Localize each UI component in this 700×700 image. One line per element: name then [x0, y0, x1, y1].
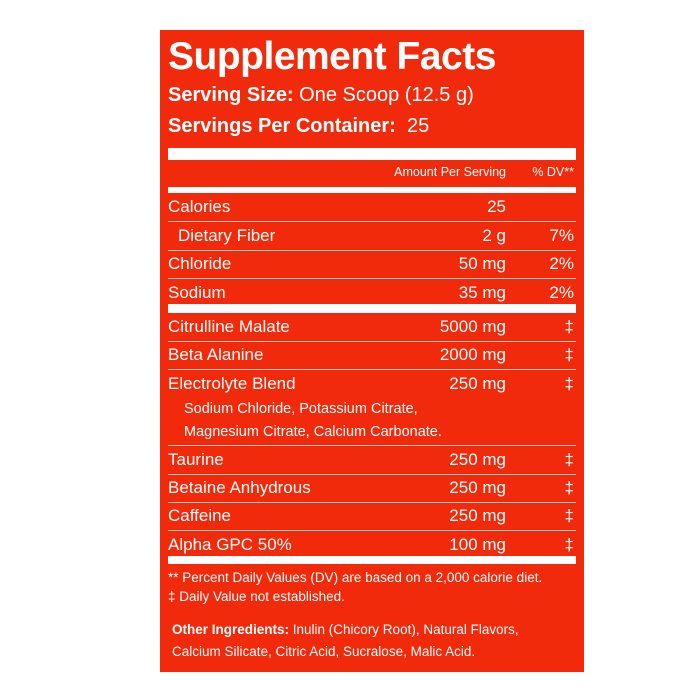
other-ingredients-line2: Calcium Silicate, Citric Acid, Sucralose… [172, 644, 476, 659]
nutrient-dv: ‡ [564, 317, 574, 336]
blend-ingredients: Sodium Chloride, Potassium Citrate, [184, 400, 418, 417]
row-divider [168, 444, 576, 446]
supplement-facts-panel: Supplement Facts Serving Size: One Scoop… [160, 30, 584, 672]
nutrient-amount: 250 mg [449, 449, 506, 469]
nutrient-name: Chloride [168, 254, 232, 273]
nutrient-dv: ‡ [564, 345, 574, 365]
medium-divider [168, 187, 576, 193]
other-ingredients-label: Other Ingredients: [172, 622, 290, 637]
thick-divider [168, 556, 576, 564]
serving-size-value: One Scoop (12.5 g) [299, 84, 474, 106]
nutrient-row: Taurine 250 mg ‡ [168, 446, 576, 475]
nutrient-row: Betaine Anhydrous 250 mg ‡ [168, 474, 576, 503]
nutrient-dv: ‡ [564, 534, 574, 554]
thick-divider [168, 148, 576, 160]
nutrient-name: Caffeine [168, 506, 232, 526]
servings-per-container: Servings Per Container: 25 [168, 113, 576, 139]
nutrient-row: Caffeine 250 mg ‡ [168, 502, 576, 532]
servings-label: Servings Per Container: [168, 115, 396, 137]
nutrient-name: Taurine [168, 449, 224, 469]
footnote-dv: ** Percent Daily Values (DV) are based o… [168, 570, 543, 585]
nutrient-dv: ‡ [564, 477, 574, 497]
nutrient-amount: 2000 mg [439, 345, 506, 365]
blend-ingredients: Magnesium Citrate, Calcium Carbonate. [184, 423, 442, 440]
nutrient-row: Sodium 35 mg 2% [168, 279, 576, 307]
nutrient-name: Dietary Fiber [178, 225, 276, 245]
other-ingredients: Other Ingredients: Inulin (Chicory Root)… [172, 619, 576, 641]
nutrient-dv: 2% [549, 282, 574, 302]
nutrient-name: Citrulline Malate [168, 317, 290, 336]
nutrient-row: Beta Alanine 2000 mg ‡ [168, 341, 576, 371]
nutrient-row: Citrulline Malate 5000 mg ‡ [168, 313, 576, 342]
other-ingredients-line1: Inulin (Chicory Root), Natural Flavors, [292, 622, 519, 637]
nutrient-row: Chloride 50 mg 2% [168, 250, 576, 279]
nutrient-amount: 250 mg [449, 506, 506, 526]
footnote-not-established: ‡ Daily Value not established. [168, 589, 345, 604]
nutrient-name: Calories [168, 197, 231, 216]
nutrient-dv: ‡ [564, 373, 574, 393]
nutrient-amount: 5000 mg [439, 317, 506, 336]
nutrient-row: Calories 25 [168, 193, 576, 222]
nutrient-dv: ‡ [564, 449, 574, 469]
nutrient-name: Betaine Anhydrous [168, 477, 311, 497]
nutrient-name: Sodium [168, 282, 226, 302]
amount-header: Amount Per Serving [394, 165, 506, 179]
dv-header: % DV** [532, 165, 574, 179]
nutrient-amount: 250 mg [449, 373, 506, 393]
nutrient-name: Beta Alanine [168, 345, 264, 365]
serving-size-label: Serving Size: [168, 84, 294, 106]
thick-divider [168, 304, 576, 313]
nutrient-name: Alpha GPC 50% [168, 534, 292, 554]
nutrient-amount: 100 mg [449, 534, 506, 554]
nutrient-row: Alpha GPC 50% 100 mg ‡ [168, 531, 576, 559]
nutrient-dv: ‡ [564, 506, 574, 526]
nutrient-amount: 50 mg [458, 254, 506, 273]
servings-value: 25 [406, 115, 430, 137]
nutrient-dv: 2% [549, 254, 574, 273]
nutrient-amount: 2 g [482, 225, 506, 245]
serving-size: Serving Size: One Scoop (12.5 g) [168, 82, 576, 108]
nutrient-amount: 25 [487, 197, 506, 216]
nutrient-row: Electrolyte Blend 250 mg ‡ [168, 370, 576, 398]
nutrient-name: Electrolyte Blend [168, 373, 296, 393]
nutrient-amount: 250 mg [449, 477, 506, 497]
nutrient-amount: 35 mg [458, 282, 506, 302]
nutrient-row: Dietary Fiber 2 g 7% [168, 222, 576, 251]
nutrient-dv: 7% [549, 225, 574, 245]
panel-title: Supplement Facts [168, 35, 496, 78]
